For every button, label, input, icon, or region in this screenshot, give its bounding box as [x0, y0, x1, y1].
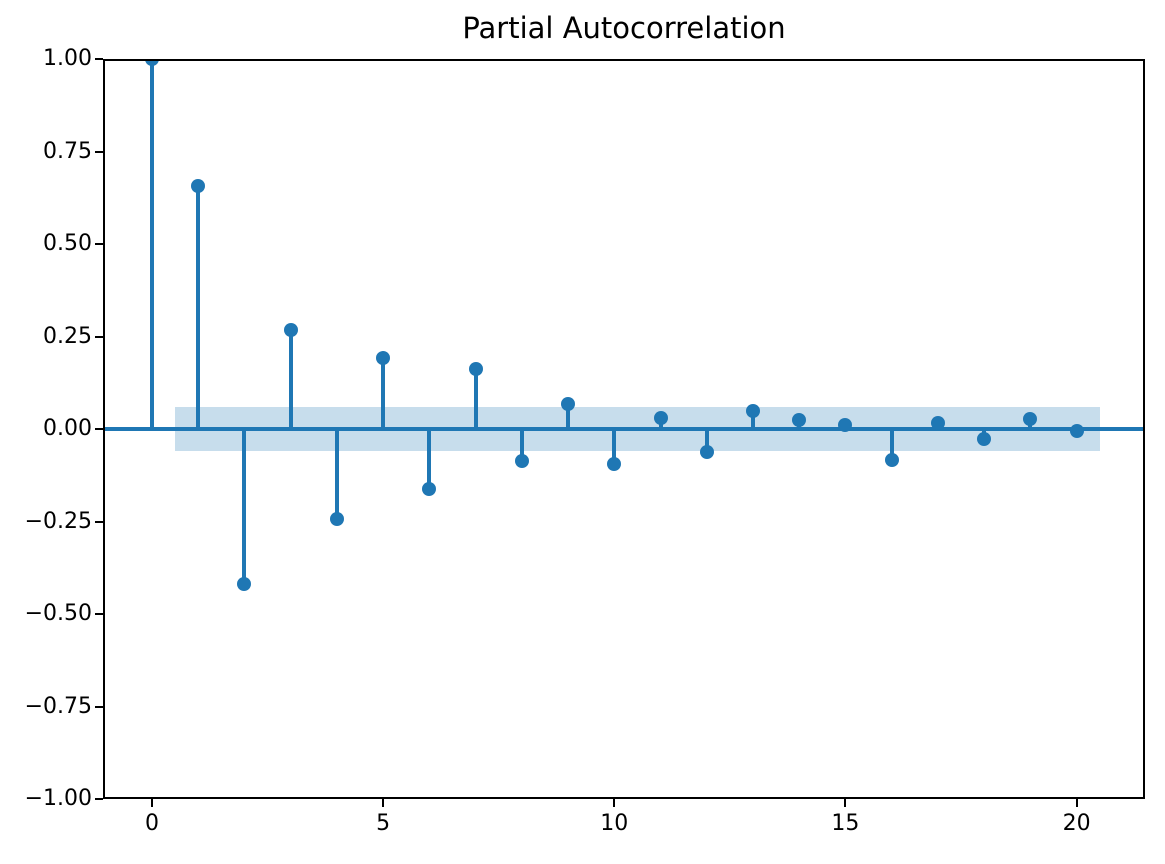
y-tick: [95, 58, 103, 60]
y-tick: [95, 798, 103, 800]
y-tick: [95, 335, 103, 338]
zero-line: [103, 427, 1145, 431]
x-tick-label: 10: [600, 811, 629, 836]
y-tick-label: 0.25: [43, 323, 92, 349]
data-point-marker: [884, 452, 899, 467]
y-tick: [95, 520, 103, 523]
data-point-marker: [977, 431, 992, 446]
data-point-marker: [376, 350, 391, 365]
data-point-marker: [237, 577, 252, 592]
stem: [750, 410, 755, 429]
y-tick: [95, 150, 103, 153]
stem: [889, 429, 894, 460]
y-tick-label: 1.00: [43, 46, 92, 71]
y-tick: [95, 613, 103, 615]
y-tick: [95, 428, 103, 430]
y-tick-label: −0.25: [24, 508, 92, 534]
y-tick-label: 0.00: [43, 416, 92, 441]
plot-area: [103, 59, 1145, 799]
data-point-marker: [514, 454, 529, 469]
y-tick-label: −0.50: [24, 601, 92, 626]
data-point-marker: [191, 178, 206, 193]
data-point-marker: [422, 482, 437, 497]
stem: [288, 329, 293, 429]
data-point-marker: [468, 362, 483, 377]
data-point-marker: [329, 511, 344, 526]
data-point-marker: [1069, 423, 1084, 438]
stem: [196, 185, 201, 429]
stem: [242, 429, 247, 585]
data-point-marker: [792, 413, 807, 428]
stem: [150, 59, 154, 429]
x-tick: [613, 799, 616, 807]
stem: [612, 429, 617, 465]
stem: [566, 404, 571, 429]
data-point-marker: [745, 403, 760, 418]
x-tick-label: 5: [376, 811, 391, 836]
y-tick-label: −1.00: [24, 786, 92, 811]
data-point-marker: [930, 416, 945, 431]
x-tick: [844, 799, 847, 807]
x-tick-label: 15: [831, 811, 860, 836]
y-tick-label: 0.50: [43, 231, 92, 256]
plot-clip-region: [103, 59, 1145, 799]
stem: [334, 429, 339, 519]
data-point-marker: [838, 418, 853, 433]
data-point-marker: [145, 59, 159, 66]
y-tick: [95, 243, 103, 245]
x-tick: [1075, 799, 1078, 807]
stem: [704, 429, 709, 453]
stem: [427, 429, 432, 490]
data-point-marker: [283, 322, 298, 337]
y-tick-label: −0.75: [24, 693, 92, 719]
y-tick: [95, 705, 103, 708]
x-tick-label: 20: [1062, 811, 1091, 836]
data-point-marker: [653, 410, 668, 425]
x-tick-label: 0: [145, 811, 159, 836]
y-tick-label: 0.75: [43, 138, 92, 164]
data-point-marker: [561, 397, 576, 412]
x-tick: [151, 799, 153, 807]
stem: [381, 357, 386, 429]
data-point-marker: [607, 457, 622, 472]
chart-title: Partial Autocorrelation: [462, 11, 786, 45]
stem: [519, 429, 524, 462]
data-point-marker: [699, 445, 714, 460]
data-point-marker: [1023, 412, 1038, 426]
x-tick: [382, 799, 385, 807]
stem: [473, 369, 478, 429]
